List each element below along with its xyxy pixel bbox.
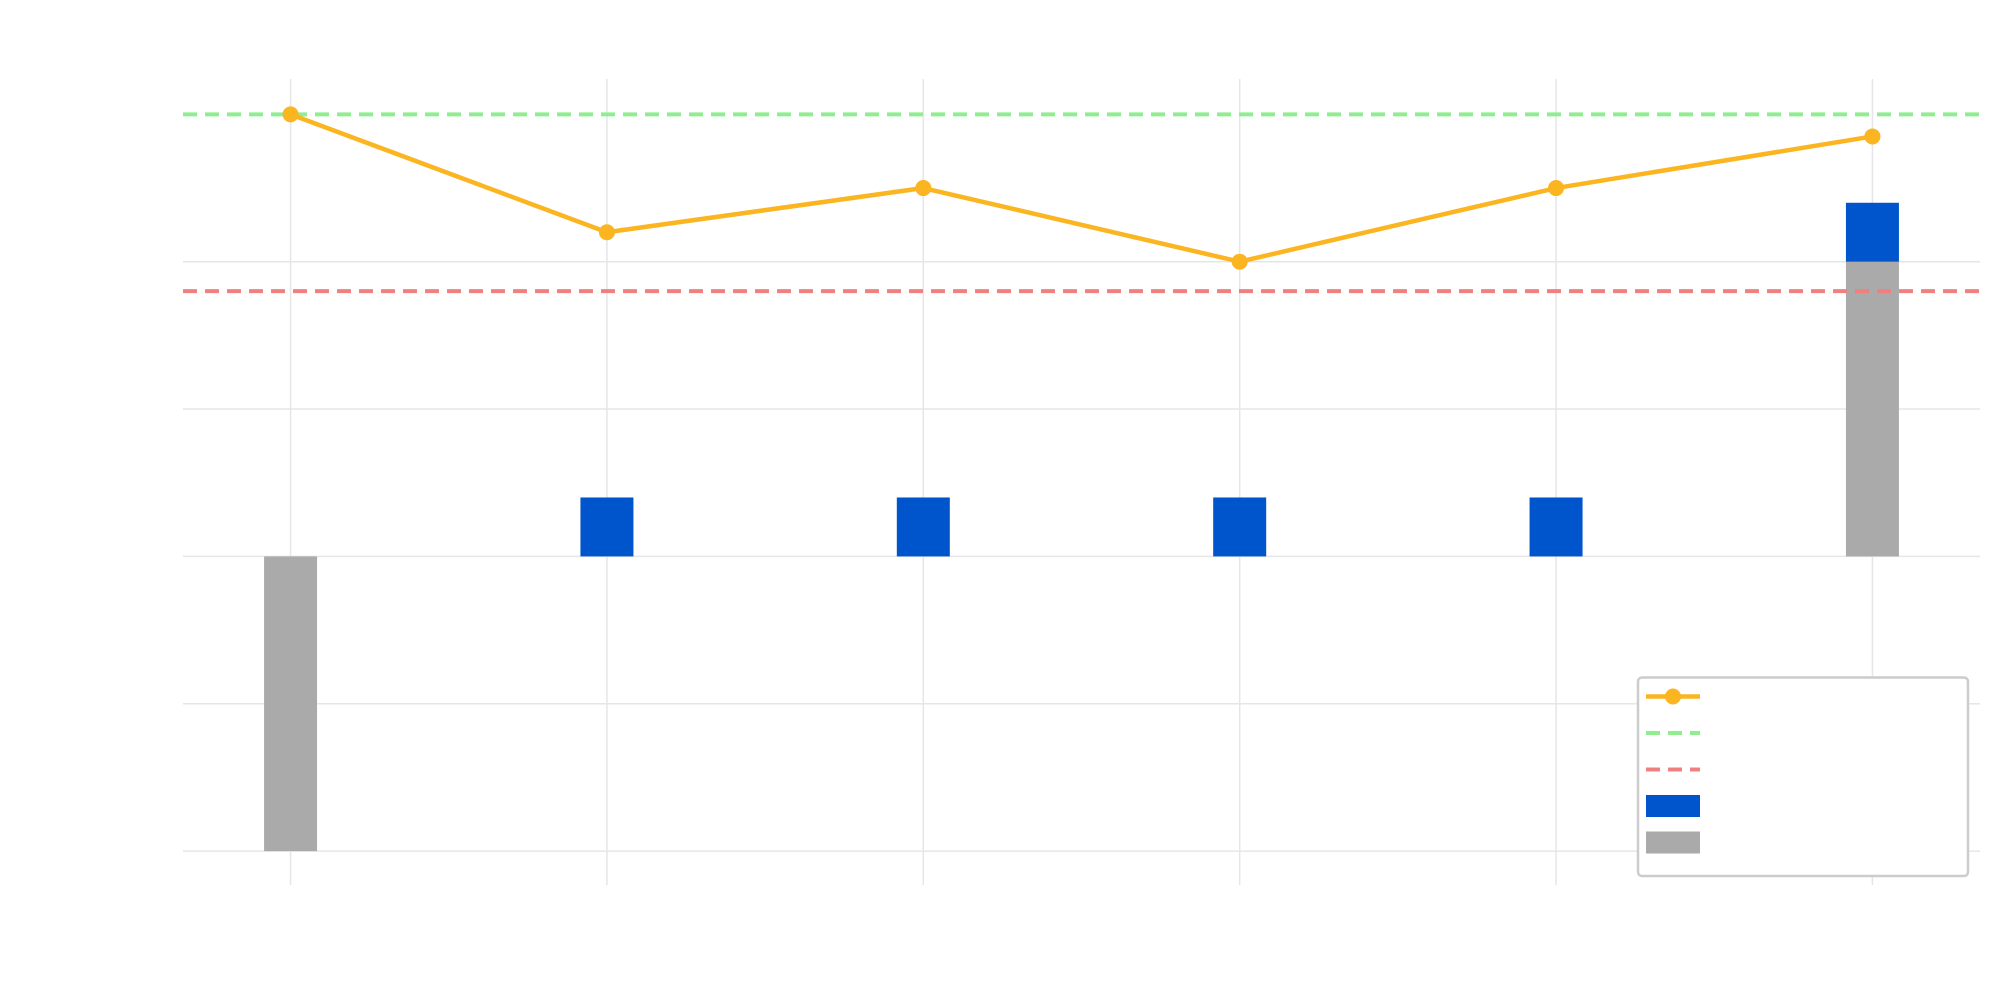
- bar: [580, 497, 634, 557]
- line-point: [598, 224, 615, 241]
- bar: [1529, 497, 1583, 557]
- legend: [1636, 676, 1970, 878]
- line-point: [282, 106, 299, 123]
- marks: [183, 106, 1980, 852]
- line: [289, 112, 1873, 264]
- legend-swatch: [1646, 831, 1700, 854]
- legend-swatch: [1646, 795, 1700, 817]
- legend-box: [1636, 676, 1970, 878]
- legend-swatch-marker: [1665, 688, 1681, 705]
- bar: [1845, 202, 1899, 262]
- line-point: [915, 180, 932, 197]
- bar: [896, 497, 950, 557]
- line-point: [1548, 180, 1565, 197]
- bar: [1213, 497, 1267, 557]
- line-point: [1864, 128, 1881, 145]
- bar: [264, 556, 318, 852]
- bar: [1845, 261, 1899, 557]
- line-point: [1231, 253, 1248, 270]
